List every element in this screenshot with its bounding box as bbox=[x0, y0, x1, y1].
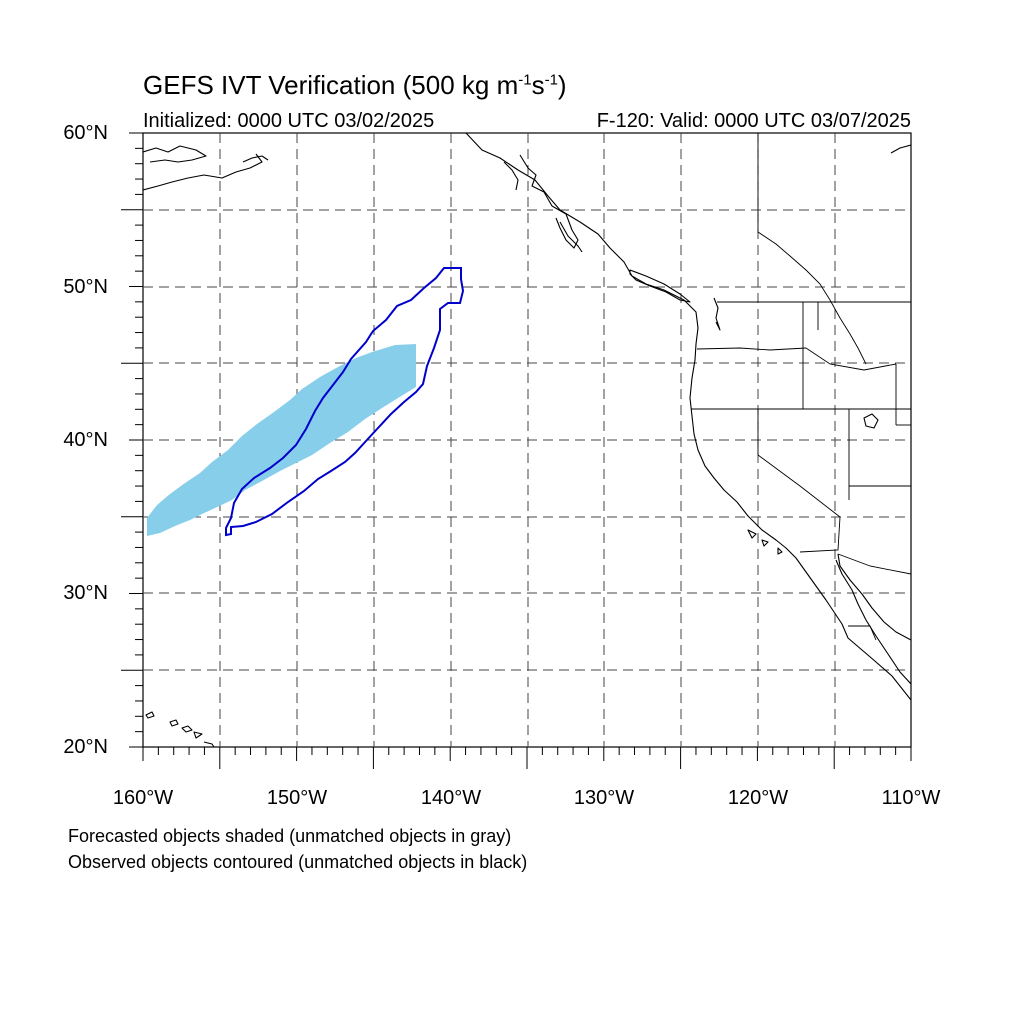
forecast-object bbox=[147, 344, 416, 536]
lat-label-30: 30°N bbox=[63, 582, 108, 604]
axis-ticks bbox=[121, 132, 912, 769]
lon-label-130w: 130°W bbox=[573, 787, 635, 809]
state-boundaries bbox=[691, 133, 911, 641]
chart-title: GEFS IVT Verification (500 kg m-1s-1) bbox=[143, 70, 567, 100]
graticule bbox=[143, 133, 911, 747]
lat-label-50: 50°N bbox=[63, 276, 108, 298]
lon-label-110w: 110°W bbox=[881, 787, 941, 809]
lon-label-150w: 150°W bbox=[266, 787, 328, 809]
observed-object-contour bbox=[225, 267, 465, 537]
valid-time-label: F-120: Valid: 0000 UTC 03/07/2025 bbox=[596, 110, 911, 132]
lat-label-40: 40°N bbox=[63, 429, 108, 451]
lat-label-60: 60°N bbox=[63, 122, 108, 144]
lat-label-20: 20°N bbox=[63, 736, 108, 758]
legend-note-forecast: Forecasted objects shaded (unmatched obj… bbox=[68, 826, 512, 846]
legend-note-observed: Observed objects contoured (unmatched ob… bbox=[68, 852, 528, 872]
lon-label-160w: 160°W bbox=[112, 787, 174, 809]
init-time-label: Initialized: 0000 UTC 03/02/2025 bbox=[143, 110, 435, 132]
coastlines bbox=[143, 133, 911, 747]
lon-label-140w: 140°W bbox=[420, 787, 482, 809]
lon-label-120w: 120°W bbox=[727, 787, 789, 809]
